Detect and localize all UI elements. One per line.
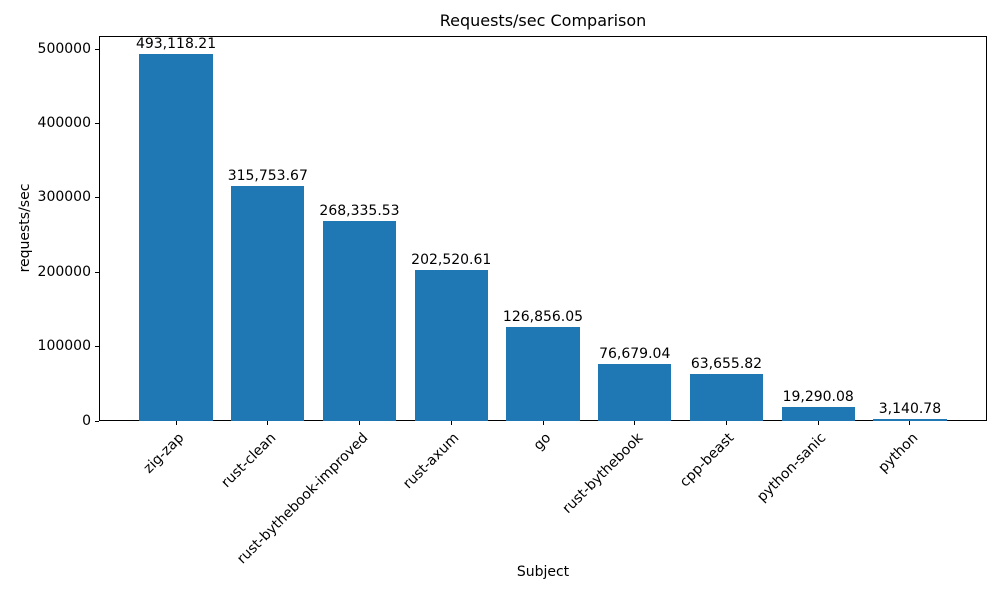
x-tick [542,421,544,425]
x-axis-label: Subject [516,564,570,580]
bar-value-label: 315,753.67 [227,168,308,185]
y-tick-label: 200000 [37,263,91,280]
bar [873,418,947,421]
bar [598,363,672,421]
bar [689,373,764,421]
bar-value-label: 63,655.82 [690,355,763,372]
x-tick [450,421,452,425]
x-tick-label: python [875,430,922,476]
y-tick-label: 400000 [37,115,91,132]
x-tick-label: python-sanic [754,430,830,506]
bar [322,221,397,421]
x-tick [909,421,911,425]
bar [414,270,488,421]
chart-title: Requests/sec Comparison [439,11,647,30]
x-tick [175,421,177,425]
y-tick-label: 500000 [37,40,91,57]
y-tick-label: 100000 [37,338,91,355]
y-tick-label: 0 [82,412,91,429]
bar [506,326,580,421]
x-tick-label: rust-axum [400,430,463,493]
x-tick-label: zig-zap [140,430,188,477]
x-tick [725,421,727,425]
y-tick [95,346,99,348]
bar-value-label: 268,335.53 [319,203,400,220]
x-tick-label: rust-bythebook [559,430,647,517]
x-tick [359,421,361,425]
y-tick [95,48,99,50]
bar-value-label: 493,118.21 [135,36,217,53]
bar [139,54,213,421]
x-tick-label: go [530,430,555,454]
bar [231,186,305,421]
bar-value-label: 19,290.08 [782,388,854,405]
x-tick [634,421,636,425]
y-tick [95,271,99,273]
x-tick [267,421,269,425]
bar [781,406,855,421]
x-tick [817,421,819,425]
bar-value-label: 126,856.05 [502,308,584,325]
bar-value-label: 3,140.78 [878,400,942,417]
x-tick-label: cpp-beast [677,430,738,491]
y-tick-label: 300000 [37,189,91,206]
bar-value-label: 76,679.04 [599,345,671,362]
x-tick-label: rust-clean [218,430,280,491]
y-tick [95,420,99,422]
y-tick [95,123,99,125]
y-tick [95,197,99,199]
bar-value-label: 202,520.61 [411,252,492,269]
